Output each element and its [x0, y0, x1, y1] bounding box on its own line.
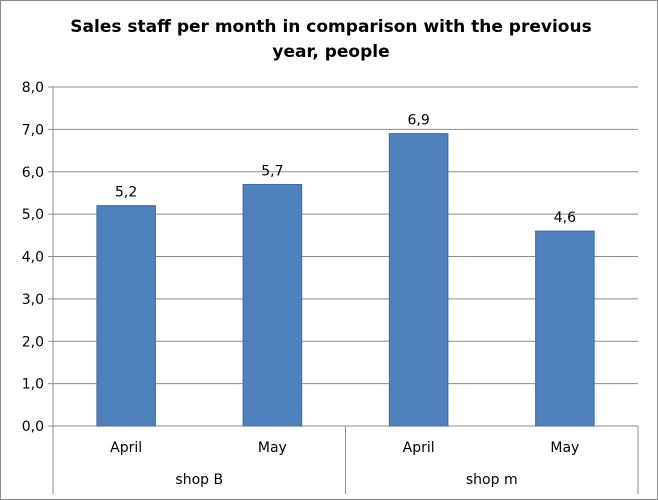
category-label: April	[110, 440, 142, 456]
group-label: shop m	[466, 472, 518, 488]
y-tick-label: 4,0	[22, 250, 44, 266]
data-label: 5,7	[261, 163, 283, 179]
bar	[388, 133, 449, 427]
category-label: May	[550, 440, 579, 456]
y-tick-label: 7,0	[22, 122, 44, 138]
bar	[242, 183, 303, 427]
category-label: April	[403, 440, 435, 456]
category-label: May	[258, 440, 287, 456]
y-tick-label: 8,0	[22, 80, 44, 96]
y-tick-label: 0,0	[22, 419, 44, 435]
chart-title: Sales staff per month in comparison with…	[70, 17, 592, 62]
y-tick-label: 6,0	[22, 165, 44, 181]
bar	[96, 205, 156, 427]
y-tick-label: 5,0	[22, 207, 44, 223]
data-label: 6,9	[407, 113, 429, 129]
y-tick-label: 3,0	[22, 292, 44, 308]
y-tick-label: 1,0	[22, 377, 44, 393]
group-label: shop B	[175, 472, 223, 488]
data-label: 4,6	[554, 210, 576, 226]
y-tick-label: 2,0	[22, 334, 44, 350]
bar	[535, 230, 595, 427]
data-label: 5,2	[115, 185, 137, 201]
